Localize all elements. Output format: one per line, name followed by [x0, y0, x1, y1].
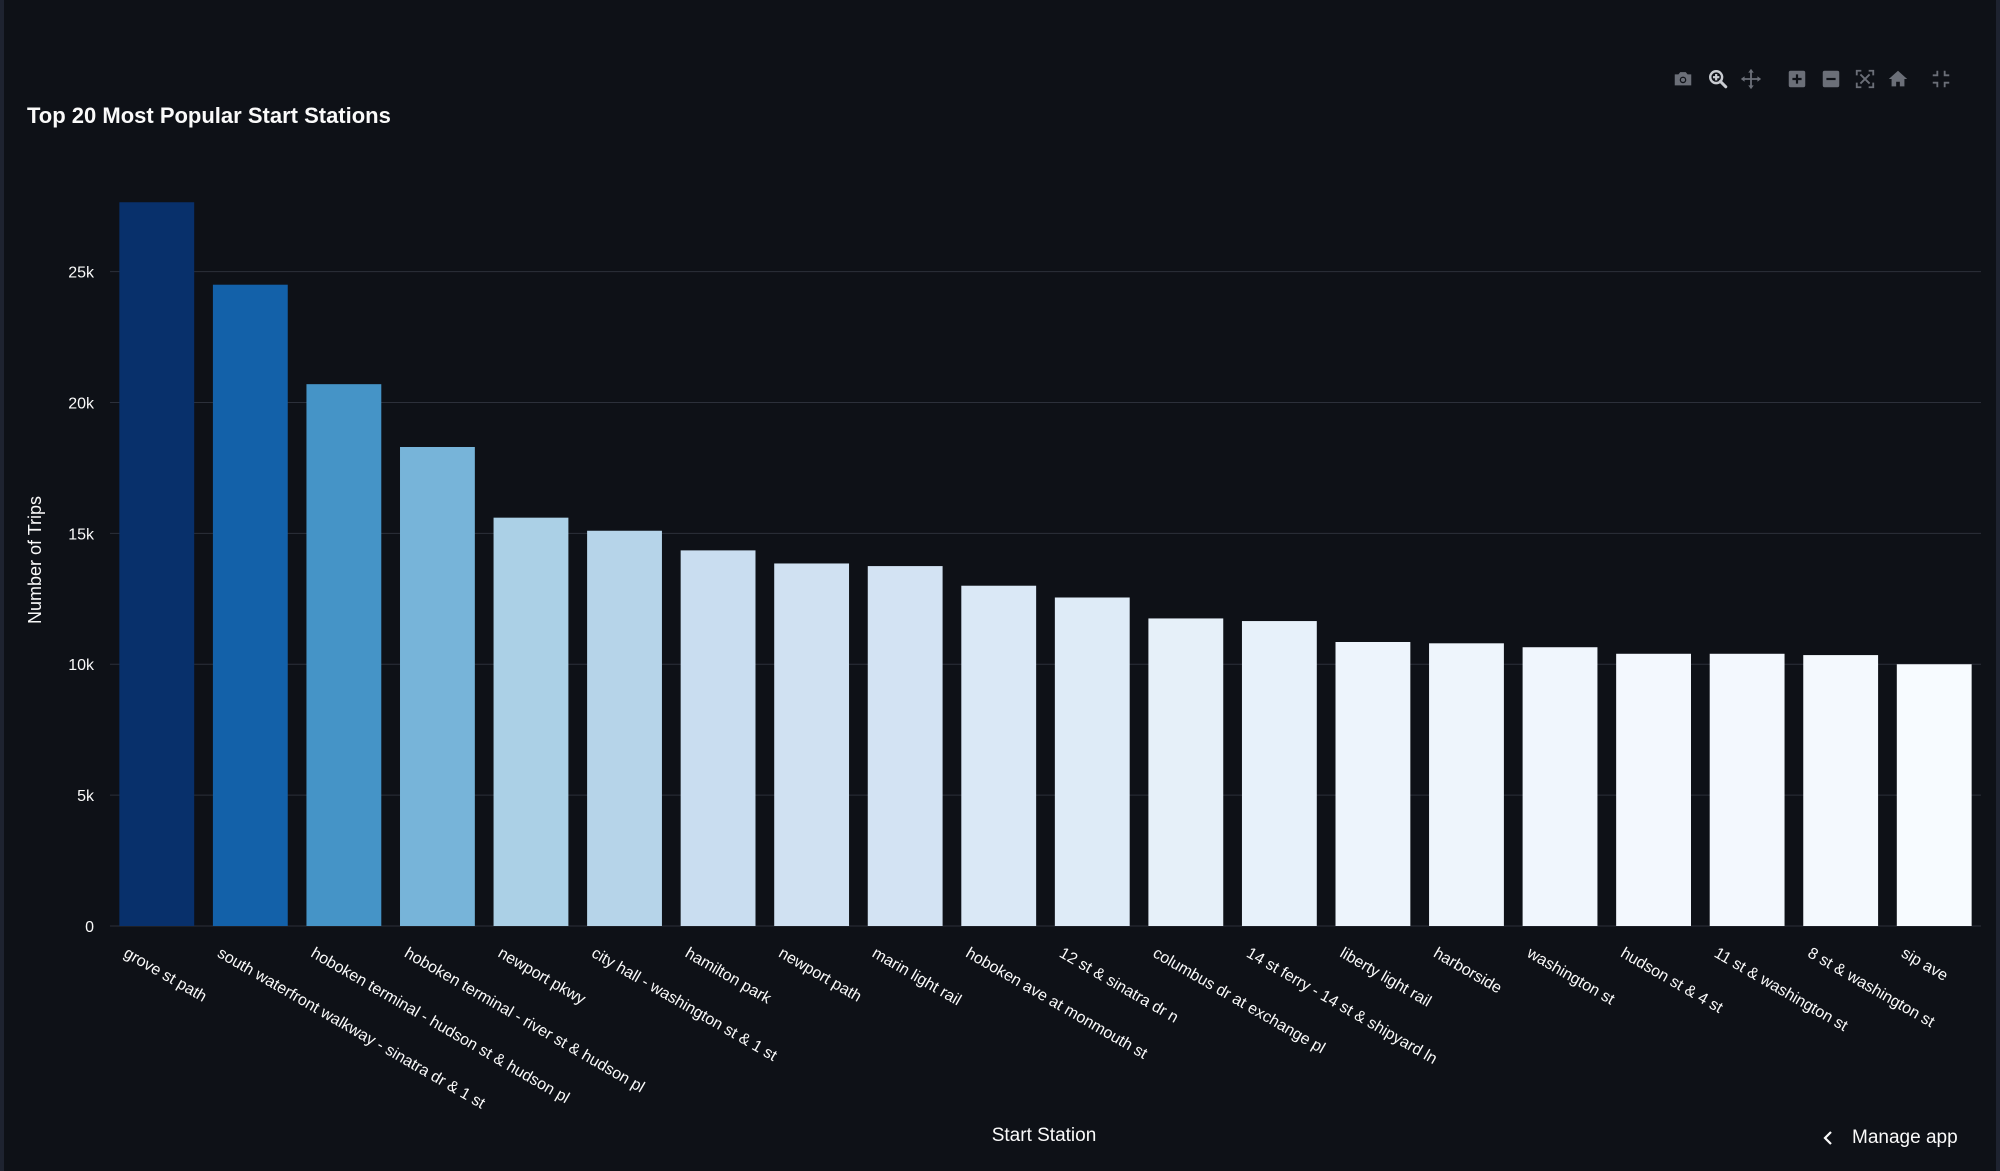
x-tick-label: liberty light rail — [1337, 945, 1434, 1011]
y-tick-label: 5k — [77, 788, 95, 805]
bar[interactable] — [493, 517, 569, 926]
zoom-icon[interactable] — [1705, 66, 1731, 92]
x-tick-label: newport path — [776, 945, 865, 1006]
bar[interactable] — [1896, 664, 1972, 926]
bar[interactable] — [1335, 641, 1411, 926]
chevron-left-icon — [1823, 1131, 1832, 1145]
chart-title: Top 20 Most Popular Start Stations — [27, 103, 391, 128]
fullscreen-icon[interactable] — [1928, 66, 1954, 92]
bar[interactable] — [1616, 653, 1691, 926]
chart-modebar — [1670, 66, 1970, 94]
bar[interactable] — [587, 530, 662, 926]
zoom-in-icon[interactable] — [1784, 66, 1810, 92]
x-tick-label: washington st — [1523, 944, 1618, 1008]
bar[interactable] — [1709, 653, 1785, 926]
y-tick-label: 25k — [68, 265, 95, 282]
x-axis-label: Start Station — [992, 1125, 1097, 1146]
x-tick-label: hoboken ave at monmouth st — [963, 945, 1151, 1063]
autoscale-icon[interactable] — [1852, 66, 1878, 92]
y-tick-label: 10k — [68, 657, 95, 674]
x-tick-label: hudson st & 4 st — [1618, 945, 1726, 1017]
bar[interactable] — [306, 384, 382, 926]
bar[interactable] — [867, 566, 943, 926]
x-tick-label: city hall - washington st & 1 st — [589, 945, 781, 1065]
camera-icon[interactable] — [1670, 66, 1696, 92]
bar[interactable] — [400, 446, 475, 926]
pan-icon[interactable] — [1738, 66, 1764, 92]
bar[interactable] — [774, 563, 850, 926]
bar[interactable] — [1148, 618, 1224, 926]
bars — [119, 202, 1972, 926]
gridlines — [110, 271, 1981, 927]
x-tick-label: sip ave — [1898, 945, 1950, 985]
x-tick-label: 14 st ferry - 14 st & shipyard ln — [1243, 945, 1439, 1068]
bar[interactable] — [119, 202, 195, 926]
bar[interactable] — [1803, 655, 1879, 926]
y-axis-label: Number of Trips — [25, 496, 45, 624]
y-tick-labels: 0 5k 10k 15k 20k 25k — [68, 265, 95, 936]
x-tick-label: columbus dr at exchange pl — [1150, 945, 1328, 1058]
zoom-out-icon[interactable] — [1818, 66, 1844, 92]
x-tick-label: hamilton park — [682, 945, 775, 1008]
y-tick-label: 20k — [68, 395, 95, 412]
bar[interactable] — [212, 284, 288, 926]
y-tick-label: 0 — [85, 919, 94, 936]
bar[interactable] — [680, 550, 756, 926]
x-tick-label: marin light rail — [869, 945, 964, 1010]
bar[interactable] — [1241, 621, 1317, 926]
x-tick-label: harborside — [1430, 945, 1504, 998]
home-icon[interactable] — [1885, 66, 1911, 92]
y-tick-label: 15k — [68, 526, 95, 543]
bar[interactable] — [1054, 597, 1130, 926]
manage-app-label: Manage app — [1852, 1127, 1958, 1148]
bar[interactable] — [1429, 643, 1504, 926]
x-tick-label: newport pkwy — [495, 945, 588, 1009]
bar[interactable] — [1522, 647, 1598, 926]
x-tick-labels: grove st path south waterfront walkway - … — [121, 944, 1951, 1112]
manage-app-button[interactable]: Manage app — [1820, 1122, 1958, 1154]
bar[interactable] — [961, 585, 1037, 926]
x-tick-label: grove st path — [121, 945, 210, 1006]
